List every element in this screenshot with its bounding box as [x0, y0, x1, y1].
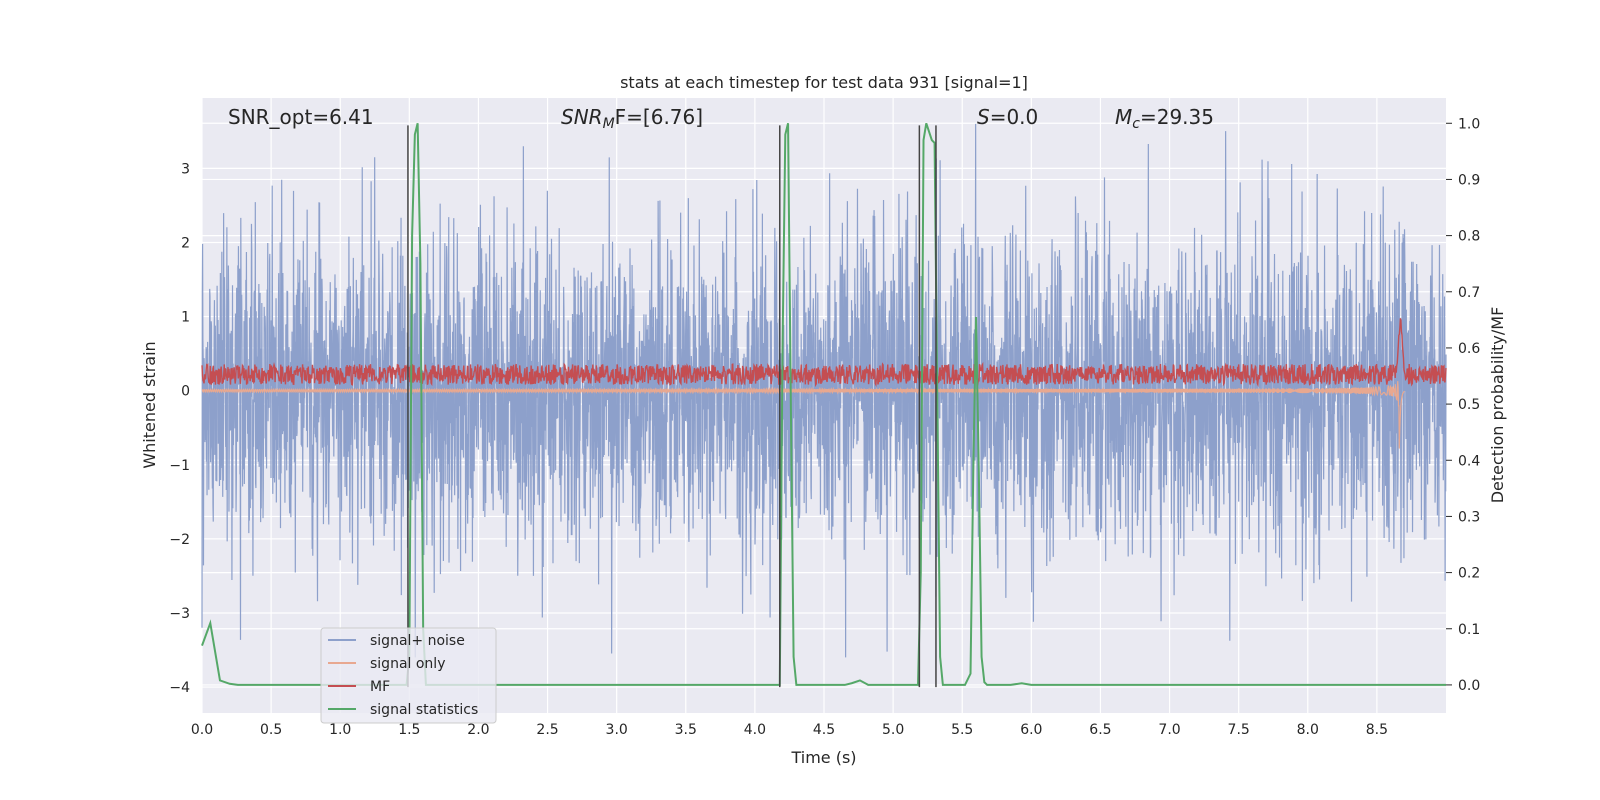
x-tick-label: 7.5 — [1228, 722, 1250, 738]
legend-box — [320, 627, 497, 724]
x-tick-label: 6.5 — [1089, 722, 1111, 738]
y-right-tick-label: 0.9 — [1458, 172, 1480, 188]
y-tick-label: 1 — [181, 310, 190, 326]
y-tick-label: −2 — [169, 532, 190, 548]
y-right-tick-label: 0.7 — [1458, 285, 1480, 301]
y-tick-label: −4 — [169, 680, 190, 696]
y-right-tick-label: 0.4 — [1458, 453, 1480, 469]
x-tick-label: 7.0 — [1158, 722, 1180, 738]
x-tick-label: 6.0 — [1020, 722, 1042, 738]
y-right-tick-label: 0.6 — [1458, 341, 1480, 357]
x-tick-label: 8.5 — [1366, 722, 1388, 738]
x-tick-label: 1.5 — [398, 722, 420, 738]
x-tick-label: 2.5 — [536, 722, 558, 738]
series-signal-statistics — [201, 122, 1446, 686]
y-right-tick-label: 1.0 — [1458, 116, 1480, 132]
y-right-tick-label: 0.8 — [1458, 229, 1480, 245]
y-right-axis-label: Detection probability/MF — [1488, 307, 1507, 504]
y-tick-label: 3 — [181, 161, 190, 177]
x-axis-label: Time (s) — [790, 748, 856, 767]
vertical-lines — [407, 125, 937, 688]
x-tick-label: 4.0 — [744, 722, 766, 738]
annotation-mc: Mc=29.35 — [1115, 105, 1214, 132]
x-tick-label: 1.0 — [329, 722, 351, 738]
x-tick-label: 4.5 — [813, 722, 835, 738]
series-layer — [201, 122, 1447, 686]
y-right-tick-label: 0.0 — [1458, 678, 1480, 694]
legend: signal+ noise signal only MF signal stat… — [320, 627, 497, 724]
x-tick-label: 5.5 — [951, 722, 973, 738]
series-signal-noise — [201, 123, 1447, 658]
legend-label-mf: MF — [370, 679, 390, 695]
x-tick-label: 3.0 — [606, 722, 628, 738]
y-right-tick-label: 0.2 — [1458, 566, 1480, 582]
x-tick-label: 0.5 — [260, 722, 282, 738]
y-tick-label: −1 — [169, 458, 190, 474]
legend-label-signal-statistics: signal statistics — [370, 702, 478, 718]
x-tick-label: 8.0 — [1297, 722, 1319, 738]
y-right-tick-label: 0.1 — [1458, 622, 1480, 638]
x-tick-label: 2.0 — [467, 722, 489, 738]
annotation-s: S=0.0 — [977, 105, 1038, 129]
y-right-axis-ticks: 0.0 0.1 0.2 0.3 0.4 0.5 0.6 0.7 0.8 0.9 1.0 — [1446, 116, 1480, 694]
x-tick-label: 3.5 — [675, 722, 697, 738]
y-axis-label: Whitened strain — [140, 341, 159, 468]
chart-title: stats at each timestep for test data 931… — [620, 73, 1028, 92]
y-right-tick-label: 0.5 — [1458, 397, 1480, 413]
legend-label-signal-noise: signal+ noise — [370, 633, 465, 649]
annotation-snr-mf: SNRMF=[6.76] — [561, 105, 703, 132]
series-signal-only — [201, 381, 1405, 449]
x-tick-label: 5.0 — [882, 722, 904, 738]
annotations: SNR_opt=6.41 SNRMF=[6.76] S=0.0 Mc=29.35 — [228, 105, 1214, 132]
y-tick-label: −3 — [169, 606, 190, 622]
y-axis-ticks: −4 −3 −2 −1 0 1 2 3 — [169, 161, 190, 696]
x-axis-ticks: 0.0 0.5 1.0 1.5 2.0 2.5 3.0 3.5 4.0 4.5 5.0 5.5 6.0 6… — [191, 722, 1388, 738]
y-right-tick-label: 0.3 — [1458, 509, 1480, 525]
y-tick-label: 0 — [181, 384, 190, 400]
series-mf — [201, 318, 1447, 388]
annotation-snr-opt: SNR_opt=6.41 — [228, 105, 374, 129]
x-tick-label: 0.0 — [191, 722, 213, 738]
y-tick-label: 2 — [181, 235, 190, 251]
legend-label-signal-only: signal only — [370, 656, 445, 672]
